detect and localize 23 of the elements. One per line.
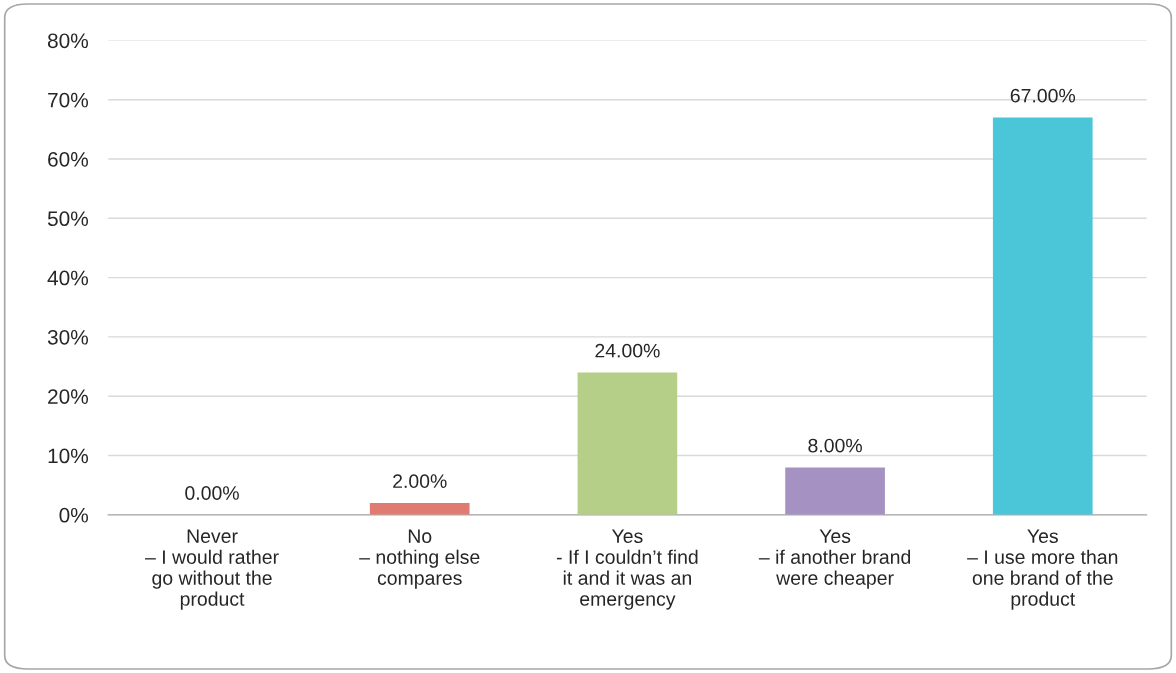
y-tick-label: 20% (48, 389, 89, 404)
y-tick-label: 10% (48, 448, 89, 464)
data-label: 0.00% (185, 486, 239, 500)
x-tick-label: Never – I would rather go without the product (145, 529, 279, 610)
bar (369, 502, 470, 515)
bar (785, 467, 885, 515)
data-label: 2.00% (393, 474, 447, 489)
x-tick-label: Yes – if another brand were cheaper (758, 529, 911, 589)
bar (577, 372, 678, 515)
y-tick-label: 80% (47, 33, 89, 49)
x-tick-label: Yes – I use more than one brand of the product (967, 529, 1118, 610)
data-label: 67.00% (1010, 88, 1076, 103)
data-label: 8.00% (808, 438, 862, 453)
bar (992, 117, 1093, 515)
y-tick-label: 0% (59, 507, 89, 523)
y-tick-label: 40% (47, 270, 89, 286)
x-tick-label: No – nothing else compares (359, 529, 480, 589)
y-tick-label: 70% (48, 92, 89, 108)
y-tick-label: 50% (47, 211, 89, 227)
data-label: 24.00% (595, 343, 660, 358)
y-tick-label: 60% (48, 152, 89, 167)
x-tick-label: Yes - If I couldn’t find it and it was an emergency (556, 529, 698, 610)
y-tick-label: 30% (47, 329, 89, 345)
